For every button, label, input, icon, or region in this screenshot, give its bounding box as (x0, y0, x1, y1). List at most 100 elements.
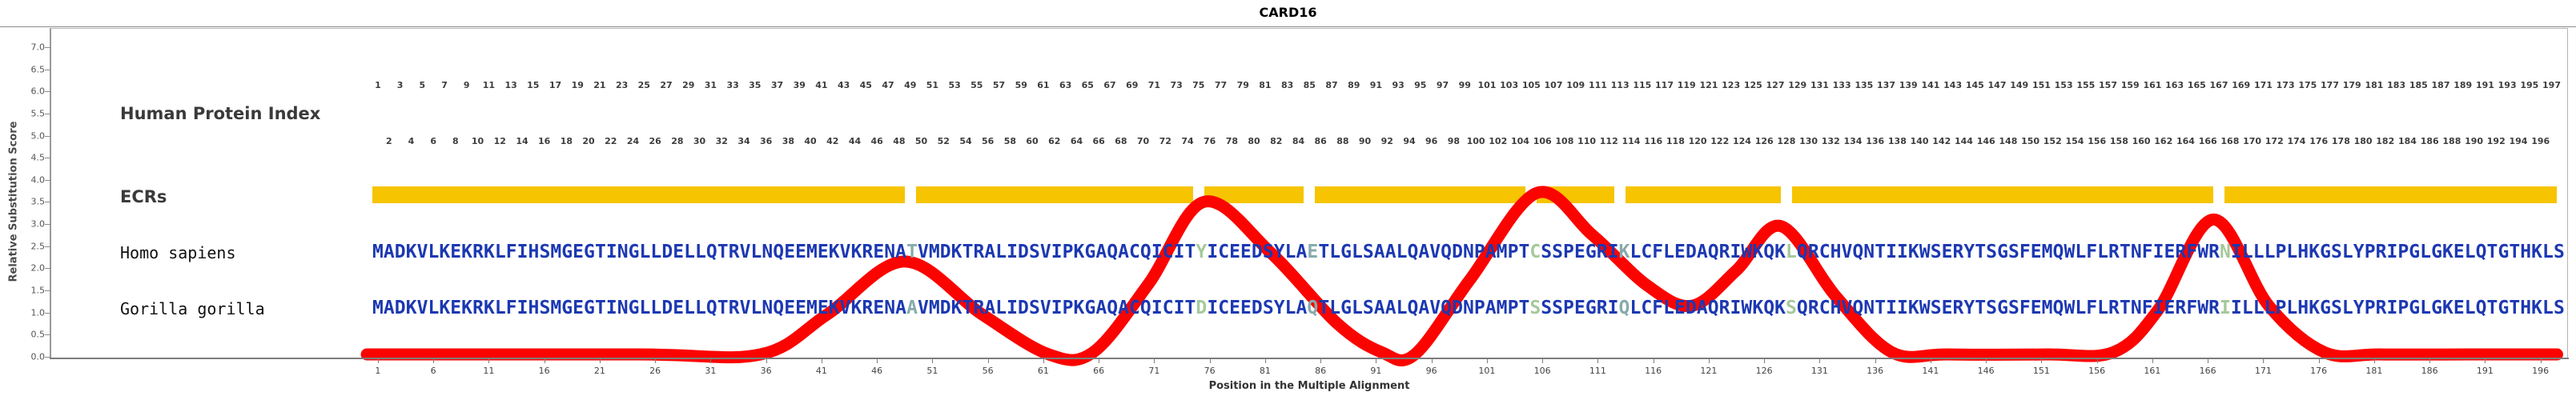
x-axis-line (50, 358, 2569, 359)
index-number: 111 (1588, 80, 1607, 90)
index-number: 114 (1622, 136, 1641, 146)
index-number: 136 (1866, 136, 1885, 146)
index-number: 142 (1932, 136, 1951, 146)
sequence-row-gorilla-gorilla: MADKVLKEKRKLFIHSMGEGTINGLLDELLQTRVLNQEEM… (372, 298, 2565, 318)
index-number: 122 (1710, 136, 1730, 146)
index-number: 195 (2520, 80, 2539, 90)
index-number: 35 (749, 80, 762, 90)
y-tick-label: 0.5 (30, 329, 46, 340)
index-number: 63 (1059, 80, 1072, 90)
index-number: 132 (1821, 136, 1840, 146)
index-number: 23 (615, 80, 629, 90)
index-number: 192 (2486, 136, 2506, 146)
index-number: 98 (1447, 136, 1461, 146)
x-tick-mark (1764, 359, 1766, 363)
index-number: 145 (1965, 80, 1984, 90)
x-tick-label: 86 (1315, 366, 1327, 376)
index-number: 34 (737, 136, 750, 146)
y-tick-label: 6.5 (30, 64, 46, 75)
index-number: 172 (2265, 136, 2284, 146)
x-tick-mark (1597, 359, 1599, 363)
index-number: 85 (1303, 80, 1316, 90)
index-number: 119 (1677, 80, 1696, 90)
index-number: 9 (463, 80, 470, 90)
index-number: 52 (937, 136, 950, 146)
index-number: 168 (2220, 136, 2240, 146)
x-tick-mark (599, 359, 601, 363)
mismatch-residue: K (1618, 242, 1630, 262)
y-tick-label: 4.5 (30, 152, 46, 163)
index-number: 81 (1259, 80, 1272, 90)
index-number: 149 (2010, 80, 2029, 90)
x-tick-label: 96 (1425, 366, 1437, 376)
x-tick-mark (2152, 359, 2153, 363)
index-number: 166 (2198, 136, 2217, 146)
x-tick-mark (433, 359, 435, 363)
index-number: 103 (1500, 80, 1519, 90)
x-tick-label: 71 (1148, 366, 1160, 376)
index-number: 80 (1248, 136, 1260, 146)
x-tick-mark (932, 359, 934, 363)
x-tick-mark (2263, 359, 2265, 363)
index-number: 25 (637, 80, 650, 90)
x-tick-label: 181 (2365, 366, 2383, 376)
index-number: 64 (1070, 136, 1083, 146)
index-number: 79 (1236, 80, 1249, 90)
index-number: 84 (1292, 136, 1305, 146)
index-number: 135 (1855, 80, 1874, 90)
index-number: 68 (1115, 136, 1127, 146)
index-number: 152 (2043, 136, 2062, 146)
index-number: 29 (682, 80, 695, 90)
x-tick-label: 91 (1370, 366, 1382, 376)
x-tick-mark (877, 359, 878, 363)
index-number: 147 (1987, 80, 2007, 90)
x-tick-label: 171 (2254, 366, 2272, 376)
index-number: 31 (704, 80, 717, 90)
index-number: 11 (482, 80, 496, 90)
x-tick-label: 156 (2088, 366, 2106, 376)
index-number: 71 (1147, 80, 1161, 90)
index-number: 22 (605, 136, 617, 146)
index-number: 66 (1092, 136, 1105, 146)
index-number: 54 (959, 136, 972, 146)
index-number: 49 (904, 80, 917, 90)
x-tick-mark (2540, 359, 2542, 363)
index-number: 171 (2253, 80, 2273, 90)
index-number: 106 (1533, 136, 1552, 146)
index-number: 141 (1921, 80, 1940, 90)
y-tick-label: 6.0 (30, 86, 46, 97)
index-number: 95 (1414, 80, 1427, 90)
x-tick-mark (2318, 359, 2320, 363)
index-number: 90 (1358, 136, 1372, 146)
x-axis-label: Position in the Multiple Alignment (1208, 380, 1410, 392)
index-number: 120 (1688, 136, 1707, 146)
index-number: 139 (1899, 80, 1918, 90)
x-tick-mark (2373, 359, 2375, 363)
index-number: 38 (782, 136, 795, 146)
index-number: 137 (1877, 80, 1895, 90)
index-number: 189 (2453, 80, 2473, 90)
index-number: 27 (660, 80, 673, 90)
x-tick-mark (2096, 359, 2098, 363)
index-number: 10 (471, 136, 484, 146)
x-tick-label: 41 (815, 366, 827, 376)
index-number: 150 (2021, 136, 2040, 146)
x-tick-label: 186 (2421, 366, 2438, 376)
index-number: 13 (504, 80, 517, 90)
x-tick-label: 66 (1093, 366, 1105, 376)
index-number: 82 (1270, 136, 1283, 146)
mismatch-residue: Q (1618, 298, 1630, 318)
y-tick-mark (45, 224, 50, 226)
index-number: 8 (452, 136, 459, 146)
index-number: 194 (2509, 136, 2528, 146)
x-tick-mark (1043, 359, 1044, 363)
x-tick-label: 146 (1977, 366, 1995, 376)
index-number: 115 (1633, 80, 1652, 90)
x-tick-label: 126 (1755, 366, 1773, 376)
index-number: 173 (2276, 80, 2295, 90)
index-number: 162 (2154, 136, 2173, 146)
index-number: 157 (2099, 80, 2117, 90)
index-number: 105 (1521, 80, 1541, 90)
